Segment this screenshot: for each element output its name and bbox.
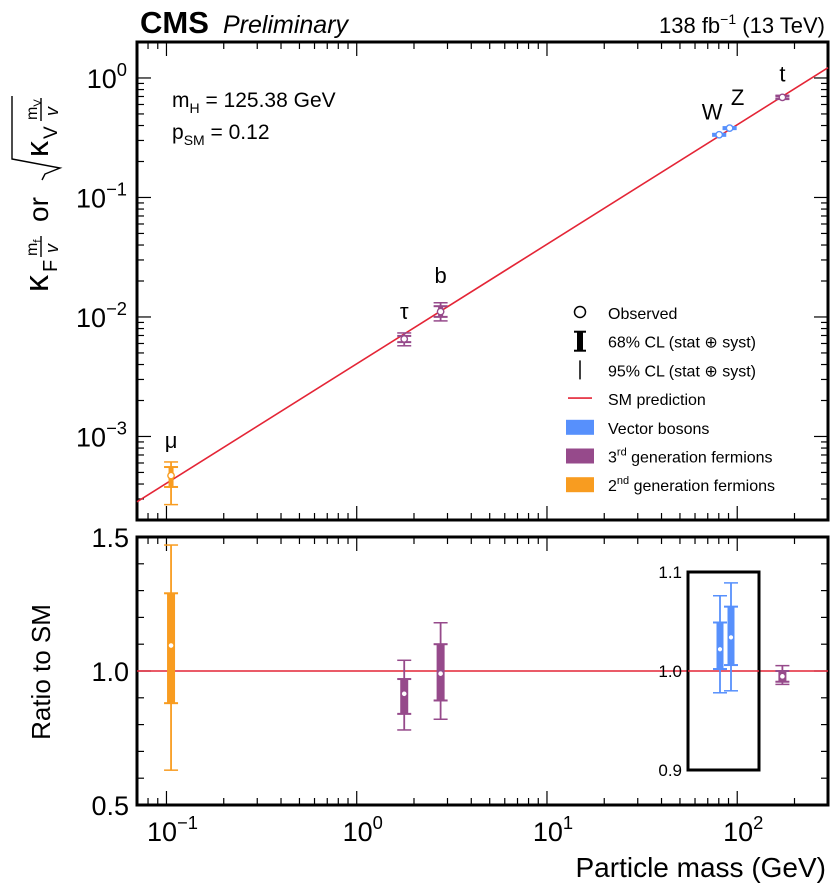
observed-marker	[400, 690, 408, 698]
higgs-mass-annotation: mH = 125.38 GeV	[172, 89, 336, 116]
bottom-y-tick-label: 0.5	[91, 791, 129, 821]
bottom-tick-marks	[136, 536, 829, 806]
observed-marker	[436, 307, 445, 316]
luminosity-label: 138 fb−1 (13 TeV)	[659, 11, 825, 38]
legend-color-box	[566, 419, 594, 435]
legend-label: 95% CL (stat ⊕ syst)	[608, 363, 756, 380]
inset-y-tick-label: 0.9	[658, 761, 682, 780]
observed-marker	[725, 124, 734, 133]
vector-boson-inset: 0.9 1.0 1.1	[658, 563, 761, 780]
bottom-data-points	[164, 544, 790, 771]
top-frame	[135, 40, 830, 522]
svg-text:κ: κ	[19, 140, 55, 157]
particle-label: b	[434, 263, 446, 288]
particle-label: t	[779, 61, 785, 86]
legend-label: Observed	[608, 306, 677, 323]
top-panel: 10−3 10−2 10−1 100 μ τb WZt mH = 125.38 GeV p…	[76, 40, 830, 522]
bottom-x-tick-label: 102	[723, 812, 763, 847]
particle-label: τ	[400, 299, 409, 324]
observed-marker	[716, 645, 724, 653]
bottom-y-tick-label: 1.0	[91, 657, 129, 687]
observed-marker	[436, 669, 445, 678]
legend-color-box	[566, 448, 594, 464]
observed-marker	[167, 471, 175, 480]
bottom-x-tick-label: 100	[343, 812, 383, 847]
legend-cl68-marker	[577, 331, 583, 351]
top-tick-marks	[136, 41, 829, 521]
particle-label: μ	[165, 428, 178, 453]
observed-marker	[400, 335, 409, 343]
sm-prediction-line	[136, 67, 829, 503]
bottom-panel: 0.5 1.0 1.5 10−1 100 101 102 0.9 1.0 1.1	[91, 523, 830, 847]
svg-text:F: F	[40, 260, 62, 272]
top-y-tick-label: 10−3	[76, 417, 127, 452]
bottom-x-tick-labels: 10−1 100 101 102	[147, 812, 763, 847]
particle-label: Z	[731, 85, 744, 110]
svg-text:mf: mf	[24, 239, 44, 256]
legend-label: 2nd generation fermions	[608, 475, 775, 495]
legend-label: 68% CL (stat ⊕ syst)	[608, 335, 756, 352]
bottom-x-tick-label: 10−1	[147, 812, 198, 847]
svg-text:V: V	[41, 126, 62, 139]
observed-marker	[715, 130, 724, 139]
preliminary-label: Preliminary	[223, 11, 350, 39]
legend-observed-marker	[573, 305, 587, 319]
inset-y-tick-label: 1.1	[658, 563, 682, 582]
top-data-points: μ τb WZt	[164, 61, 790, 506]
bottom-y-axis-label: Ratio to SM	[26, 604, 56, 740]
inset-y-tick-label: 1.0	[658, 662, 682, 681]
legend-label: Vector bosons	[608, 421, 709, 438]
top-y-tick-label: 10−2	[76, 298, 127, 333]
legend-label: SM prediction	[608, 392, 706, 409]
legend-color-box	[566, 477, 594, 493]
bottom-y-tick-labels: 0.5 1.0 1.5	[91, 523, 129, 821]
legend: Observed 68% CL (stat ⊕ syst) 95% CL (stat…	[566, 305, 775, 495]
bottom-y-tick-label: 1.5	[91, 523, 129, 553]
svg-text:κ: κ	[18, 274, 56, 292]
x-axis-label: Particle mass (GeV)	[576, 852, 827, 883]
observed-marker	[727, 633, 735, 641]
top-y-tick-labels: 10−3 10−2 10−1 100	[76, 59, 127, 453]
observed-marker	[778, 672, 787, 681]
svg-text:or: or	[23, 197, 54, 222]
svg-text:v: v	[42, 106, 62, 116]
bottom-x-tick-label: 101	[533, 812, 573, 847]
observed-marker	[778, 93, 787, 102]
particle-label: W	[702, 100, 723, 125]
top-y-tick-label: 100	[87, 59, 127, 94]
svg-text:v: v	[42, 243, 62, 253]
top-y-axis-label: κ F mf v or κ V mV v	[11, 96, 63, 292]
top-y-tick-label: 10−1	[76, 178, 127, 213]
psm-annotation: pSM = 0.12	[172, 121, 270, 148]
observed-marker	[167, 641, 175, 650]
cms-label: CMS	[140, 5, 209, 40]
legend-label: 3rd generation fermions	[608, 447, 773, 467]
